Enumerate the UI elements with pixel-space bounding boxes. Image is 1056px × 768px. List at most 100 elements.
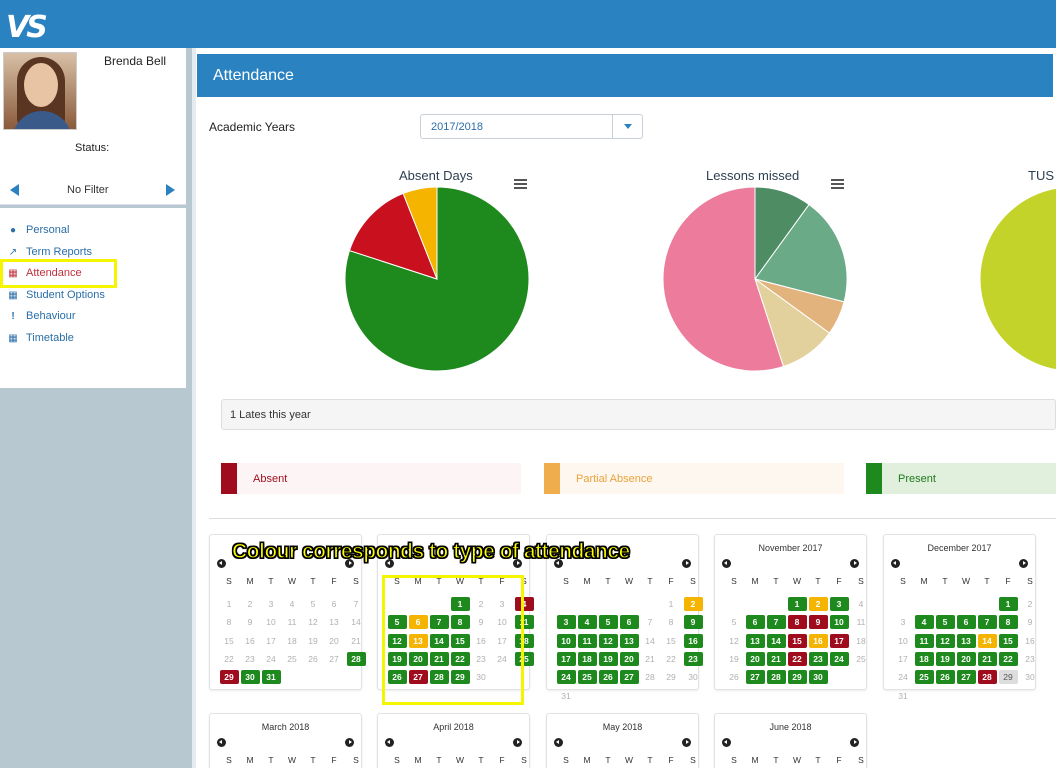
calendar-day[interactable]: 8 <box>668 617 674 628</box>
calendar-day[interactable]: 17 <box>898 653 908 664</box>
calendar-day[interactable]: 26 <box>729 672 739 683</box>
calendar-day[interactable]: 19 <box>729 653 739 664</box>
calendar-day[interactable]: 11 <box>577 633 597 648</box>
calendar-day[interactable]: 16 <box>1025 635 1035 646</box>
calendar-day[interactable]: 5 <box>935 615 955 630</box>
calendar-day[interactable]: 1 <box>787 597 807 611</box>
calendar-day[interactable]: 7 <box>766 615 786 630</box>
calendar-day[interactable]: 20 <box>408 651 428 666</box>
calendar-day[interactable]: 25 <box>577 670 597 685</box>
calendar-day[interactable]: 11 <box>856 617 866 628</box>
calendar-day[interactable]: 27 <box>619 670 639 685</box>
calendar-day[interactable]: 31 <box>561 690 571 701</box>
calendar-day[interactable]: 21 <box>645 653 655 664</box>
calendar-day[interactable]: 29 <box>450 670 470 685</box>
calendar-day[interactable]: 12 <box>308 617 318 628</box>
calendar-day[interactable]: 5 <box>598 615 618 630</box>
sidebar-item-behaviour[interactable]: ! Behaviour <box>7 310 75 322</box>
calendar-day[interactable]: 16 <box>245 635 255 646</box>
calendar-day[interactable]: 19 <box>598 651 618 666</box>
calendar-day[interactable]: 21 <box>429 651 449 666</box>
filter-next-arrow-icon[interactable] <box>166 184 175 196</box>
calendar-day[interactable]: 3 <box>268 599 274 609</box>
calendar-day[interactable]: 8 <box>450 615 470 630</box>
calendar-day[interactable]: 18 <box>577 651 597 666</box>
calendar-day[interactable]: 18 <box>856 635 866 646</box>
calendar-day[interactable]: 24 <box>829 651 849 666</box>
calendar-day[interactable]: 22 <box>787 651 807 666</box>
calendar-day[interactable]: 6 <box>331 599 337 609</box>
calendar-day[interactable]: 16 <box>683 633 703 648</box>
sidebar-item-timetable[interactable]: ▦ Timetable <box>8 332 74 344</box>
calendar-day[interactable]: 27 <box>956 670 976 685</box>
calendar-day[interactable]: 17 <box>497 635 507 646</box>
calendar-day[interactable]: 2 <box>247 599 253 609</box>
sidebar-item-personal[interactable]: ● Personal <box>7 224 69 236</box>
calendar-day[interactable]: 30 <box>688 672 698 683</box>
calendar-day[interactable]: 12 <box>935 633 955 648</box>
calendar-day[interactable]: 21 <box>766 651 786 666</box>
sidebar-item-term-reports[interactable]: ↗ Term Reports <box>8 246 93 258</box>
calendar-day[interactable]: 5 <box>310 599 316 609</box>
calendar-day[interactable]: 19 <box>935 651 955 666</box>
calendar-day[interactable]: 31 <box>898 690 908 701</box>
pie-slice[interactable] <box>979 187 1056 371</box>
calendar-day[interactable]: 11 <box>914 633 934 648</box>
prev-month-icon[interactable] <box>722 738 731 747</box>
calendar-day[interactable]: 11 <box>287 617 297 628</box>
calendar-day[interactable]: 7 <box>647 617 653 628</box>
calendar-day[interactable]: 10 <box>898 635 908 646</box>
calendar-day[interactable]: 4 <box>289 599 295 609</box>
calendar-day[interactable]: 28 <box>645 672 655 683</box>
calendar-day[interactable]: 30 <box>808 670 828 685</box>
calendar-day[interactable]: 30 <box>240 670 260 685</box>
calendar-day[interactable]: 23 <box>1025 653 1035 664</box>
calendar-day[interactable]: 6 <box>745 615 765 630</box>
calendar-day[interactable]: 23 <box>245 653 255 664</box>
calendar-day[interactable]: 25 <box>287 653 297 664</box>
next-month-icon[interactable] <box>513 738 522 747</box>
calendar-day[interactable]: 13 <box>956 633 976 648</box>
calendar-day[interactable]: 5 <box>387 615 407 630</box>
prev-month-icon[interactable] <box>385 559 394 568</box>
calendar-day[interactable]: 2 <box>478 599 484 609</box>
calendar-day[interactable]: 30 <box>1025 672 1035 683</box>
calendar-day[interactable]: 17 <box>266 635 276 646</box>
calendar-day[interactable]: 14 <box>351 617 361 628</box>
calendar-day[interactable]: 29 <box>787 670 807 685</box>
calendar-day[interactable]: 31 <box>261 670 281 685</box>
calendar-day[interactable]: 18 <box>287 635 297 646</box>
pie-slice[interactable] <box>402 186 438 280</box>
calendar-day[interactable]: 13 <box>745 633 765 648</box>
calendar-day[interactable]: 4 <box>577 615 597 630</box>
calendar-day[interactable]: 1 <box>998 597 1018 611</box>
calendar-day[interactable]: 18 <box>914 651 934 666</box>
chart-menu-icon[interactable] <box>831 179 844 190</box>
calendar-day[interactable]: 22 <box>450 651 470 666</box>
academic-year-select[interactable]: 2017/2018 <box>420 114 643 139</box>
calendar-day[interactable]: 25 <box>856 653 866 664</box>
calendar-day[interactable]: 17 <box>556 651 576 666</box>
calendar-day[interactable]: 21 <box>351 635 361 646</box>
calendar-day[interactable]: 30 <box>476 672 486 683</box>
calendar-day[interactable]: 14 <box>645 635 655 646</box>
calendar-day[interactable]: 24 <box>266 653 276 664</box>
prev-month-icon[interactable] <box>891 559 900 568</box>
calendar-day[interactable]: 20 <box>619 651 639 666</box>
prev-month-icon[interactable] <box>554 559 563 568</box>
calendar-day[interactable]: 10 <box>556 633 576 648</box>
next-month-icon[interactable] <box>682 559 691 568</box>
calendar-day[interactable]: 10 <box>497 617 507 628</box>
calendar-day[interactable]: 3 <box>900 617 906 628</box>
calendar-day[interactable]: 14 <box>977 633 997 648</box>
calendar-day[interactable]: 9 <box>1027 617 1033 628</box>
calendar-day[interactable]: 2 <box>1027 599 1033 609</box>
calendar-day[interactable]: 6 <box>619 615 639 630</box>
calendar-day[interactable]: 3 <box>829 597 849 611</box>
prev-month-icon[interactable] <box>217 559 226 568</box>
calendar-day[interactable]: 29 <box>219 670 239 685</box>
calendar-day[interactable]: 20 <box>956 651 976 666</box>
calendar-day[interactable]: 18 <box>514 633 534 648</box>
calendar-day[interactable]: 9 <box>683 615 703 630</box>
calendar-day[interactable]: 25 <box>914 670 934 685</box>
